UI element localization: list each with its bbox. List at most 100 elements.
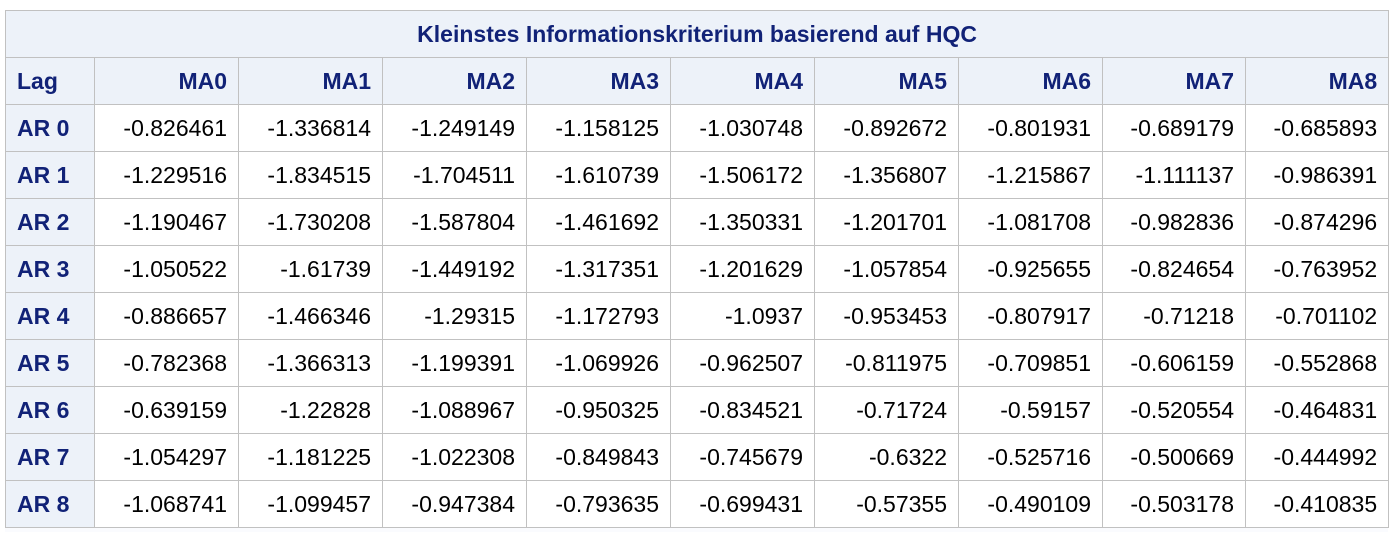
table-row: AR 1 -1.229516 -1.834515 -1.704511 -1.610739… <box>5 151 1390 199</box>
table-cell: -1.054297 <box>94 433 239 481</box>
table-cell: -1.111137 <box>1102 151 1246 199</box>
table-cell: -1.229516 <box>94 151 239 199</box>
column-header-ma5: MA5 <box>814 57 959 105</box>
table-cell: -1.366313 <box>238 339 383 387</box>
row-header: AR 3 <box>5 245 95 293</box>
table-cell: -1.834515 <box>238 151 383 199</box>
table-cell: -1.069926 <box>526 339 671 387</box>
table-cell: -1.704511 <box>382 151 527 199</box>
table-cell: -0.849843 <box>526 433 671 481</box>
table-cell: -0.503178 <box>1102 480 1246 528</box>
table-cell: -0.950325 <box>526 386 671 434</box>
table-cell: -1.199391 <box>382 339 527 387</box>
table-cell: -1.215867 <box>958 151 1103 199</box>
table-cell: -1.22828 <box>238 386 383 434</box>
table-cell: -0.699431 <box>670 480 815 528</box>
table-cell: -0.793635 <box>526 480 671 528</box>
table-cell: -0.59157 <box>958 386 1103 434</box>
table-cell: -1.449192 <box>382 245 527 293</box>
table-cell: -0.886657 <box>94 292 239 340</box>
table-cell: -0.874296 <box>1244 198 1390 246</box>
row-header: AR 5 <box>5 339 95 387</box>
table-cell: -1.190467 <box>94 198 239 246</box>
table-cell: -0.701102 <box>1244 292 1390 340</box>
table-cell: -1.030748 <box>670 104 815 152</box>
table-cell: -1.730208 <box>238 198 383 246</box>
table-cell: -0.606159 <box>1102 339 1246 387</box>
table-cell: -1.61739 <box>238 245 383 293</box>
row-header: AR 6 <box>5 386 95 434</box>
table-row: AR 6 -0.639159 -1.22828 -1.088967 -0.950325-… <box>5 386 1390 434</box>
table-row: AR 8 -1.068741 -1.099457 -0.947384 -0.793635… <box>5 480 1390 528</box>
table-cell: -0.689179 <box>1102 104 1246 152</box>
table-cell: -1.088967 <box>382 386 527 434</box>
table-cell: -0.925655 <box>958 245 1103 293</box>
row-header: AR 0 <box>5 104 95 152</box>
column-header-row: Lag MA0 MA1 MA2 MA3 MA4 MA5 MA6 MA7 MA8 <box>5 57 1390 105</box>
table-cell: -0.834521 <box>670 386 815 434</box>
table-cell: -0.71724 <box>814 386 959 434</box>
table-cell: -0.807917 <box>958 292 1103 340</box>
table-cell: -1.158125 <box>526 104 671 152</box>
table-cell: -1.181225 <box>238 433 383 481</box>
table-cell: -0.962507 <box>670 339 815 387</box>
column-header-ma7: MA7 <box>1102 57 1246 105</box>
column-header-ma6: MA6 <box>958 57 1103 105</box>
table-cell: -1.610739 <box>526 151 671 199</box>
table-cell: -1.099457 <box>238 480 383 528</box>
table-row: AR 0 -0.826461 -1.336814 -1.249149 -1.158125… <box>5 104 1390 152</box>
table-row: AR 5 -0.782368 -1.366313 -1.199391 -1.069926… <box>5 339 1390 387</box>
table-cell: -1.336814 <box>238 104 383 152</box>
table-cell: -1.317351 <box>526 245 671 293</box>
table-cell: -0.811975 <box>814 339 959 387</box>
table-cell: -0.745679 <box>670 433 815 481</box>
table-cell: -0.685893 <box>1244 104 1390 152</box>
table-cell: -0.801931 <box>958 104 1103 152</box>
table-cell: -0.639159 <box>94 386 239 434</box>
table-cell: -0.824654 <box>1102 245 1246 293</box>
column-header-ma8: MA8 <box>1244 57 1390 105</box>
row-header: AR 8 <box>5 480 95 528</box>
table-cell: -1.057854 <box>814 245 959 293</box>
table-cell: -0.444992 <box>1244 433 1390 481</box>
table-cell: -0.826461 <box>94 104 239 152</box>
table-cell: -1.081708 <box>958 198 1103 246</box>
table-row: AR 2 -1.190467 -1.730208 -1.587804 -1.461692… <box>5 198 1390 246</box>
table-cell: -0.763952 <box>1244 245 1390 293</box>
table-cell: -1.249149 <box>382 104 527 152</box>
table-cell: -0.892672 <box>814 104 959 152</box>
table-body: AR 0 -0.826461 -1.336814 -1.249149 -1.158125… <box>5 104 1390 528</box>
row-header: AR 2 <box>5 198 95 246</box>
table-cell: -0.982836 <box>1102 198 1246 246</box>
table-cell: -0.6322 <box>814 433 959 481</box>
table-cell: -1.466346 <box>238 292 383 340</box>
table-cell: -0.986391 <box>1244 151 1390 199</box>
table-title: Kleinstes Informationskriterium basieren… <box>4 10 1390 58</box>
table-cell: -0.552868 <box>1244 339 1390 387</box>
table-cell: -0.709851 <box>958 339 1103 387</box>
table-cell: -1.201701 <box>814 198 959 246</box>
table-cell: -0.464831 <box>1244 386 1390 434</box>
table-cell: -1.022308 <box>382 433 527 481</box>
table-cell: -0.947384 <box>382 480 527 528</box>
table-row: AR 3 -1.050522 -1.61739 -1.449192 -1.317351-… <box>5 245 1390 293</box>
table-cell: -1.050522 <box>94 245 239 293</box>
table-cell: -0.500669 <box>1102 433 1246 481</box>
table-cell: -0.71218 <box>1102 292 1246 340</box>
row-header: AR 4 <box>5 292 95 340</box>
table-cell: -0.953453 <box>814 292 959 340</box>
corner-header-lag: Lag <box>5 57 95 105</box>
hqc-table-container: Kleinstes Informationskriterium basieren… <box>4 10 1390 532</box>
table-row: AR 7 -1.054297 -1.181225 -1.022308 -0.849843… <box>5 433 1390 481</box>
table-row: AR 4 -0.886657 -1.466346 -1.29315 -1.172793-… <box>5 292 1390 340</box>
column-header-ma2: MA2 <box>382 57 527 105</box>
table-cell: -1.461692 <box>526 198 671 246</box>
table-cell: -1.350331 <box>670 198 815 246</box>
column-header-ma1: MA1 <box>238 57 383 105</box>
row-header: AR 1 <box>5 151 95 199</box>
table-cell: -1.201629 <box>670 245 815 293</box>
column-header-ma3: MA3 <box>526 57 671 105</box>
table-cell: -1.29315 <box>382 292 527 340</box>
table-cell: -0.57355 <box>814 480 959 528</box>
table-cell: -1.0937 <box>670 292 815 340</box>
